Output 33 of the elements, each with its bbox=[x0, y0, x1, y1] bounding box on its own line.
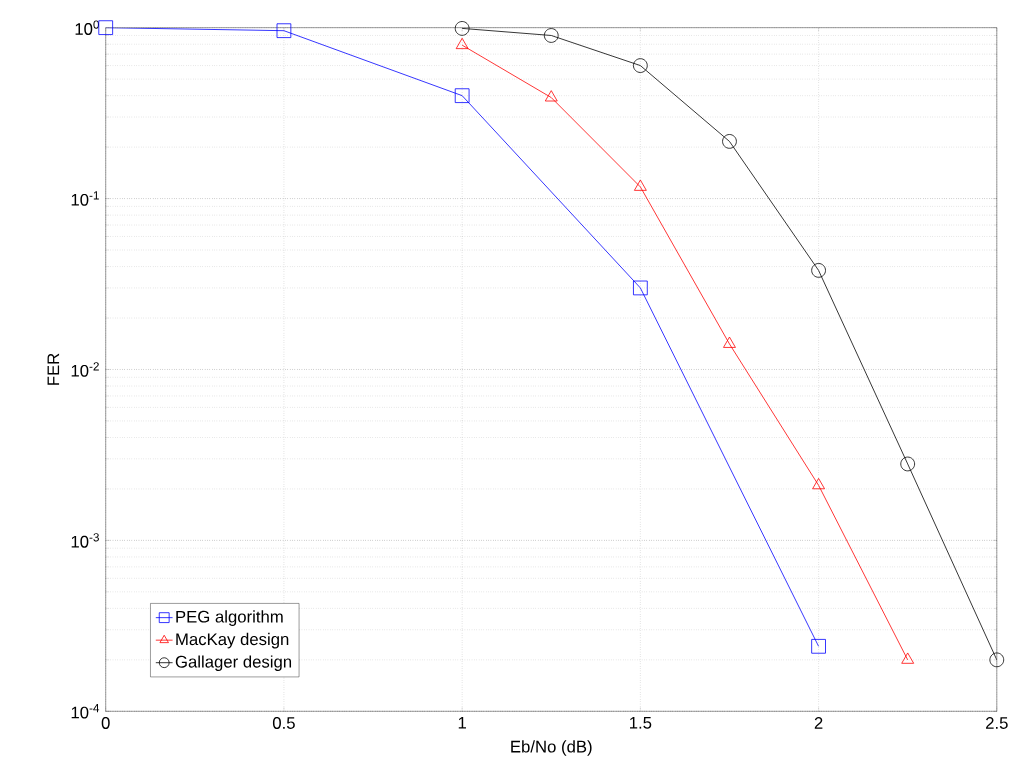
y-tick-label: 10$^{-3}$ bbox=[71, 532, 99, 548]
point bbox=[722, 133, 737, 149]
x-tick-label: 0.5 bbox=[272, 716, 295, 729]
legend-label: PEG algorithm bbox=[176, 610, 283, 626]
point bbox=[633, 280, 648, 296]
x-tick-label: 2.5 bbox=[986, 716, 1008, 729]
point bbox=[812, 477, 825, 489]
point bbox=[455, 37, 469, 49]
point bbox=[454, 20, 470, 36]
point bbox=[544, 90, 558, 102]
point bbox=[454, 88, 470, 103]
y-tick-label: 10$^{-4}$ bbox=[71, 703, 100, 719]
point bbox=[811, 262, 826, 278]
point bbox=[633, 179, 647, 191]
point bbox=[901, 652, 915, 664]
point bbox=[98, 20, 114, 35]
y-tick-label: 10$^{-1}$ bbox=[71, 191, 99, 206]
y-tick-label: 10$^{-2}$ bbox=[71, 362, 99, 377]
point bbox=[989, 652, 1005, 667]
point bbox=[811, 638, 826, 654]
y-axis-title: FER bbox=[47, 353, 60, 385]
point bbox=[900, 456, 916, 472]
point bbox=[633, 58, 648, 73]
x-tick-label: 0 bbox=[101, 716, 110, 729]
point bbox=[276, 23, 292, 38]
point bbox=[543, 27, 559, 43]
x-tick-label: 1.5 bbox=[630, 716, 652, 729]
legend-label: MacKay design bbox=[176, 632, 289, 649]
x-tick-label: 1 bbox=[458, 716, 466, 729]
legend-label: Gallager design bbox=[175, 655, 292, 671]
x-axis-title: Eb/No (dB) bbox=[511, 740, 592, 756]
x-tick-label: 2 bbox=[814, 716, 823, 729]
point bbox=[723, 336, 736, 348]
